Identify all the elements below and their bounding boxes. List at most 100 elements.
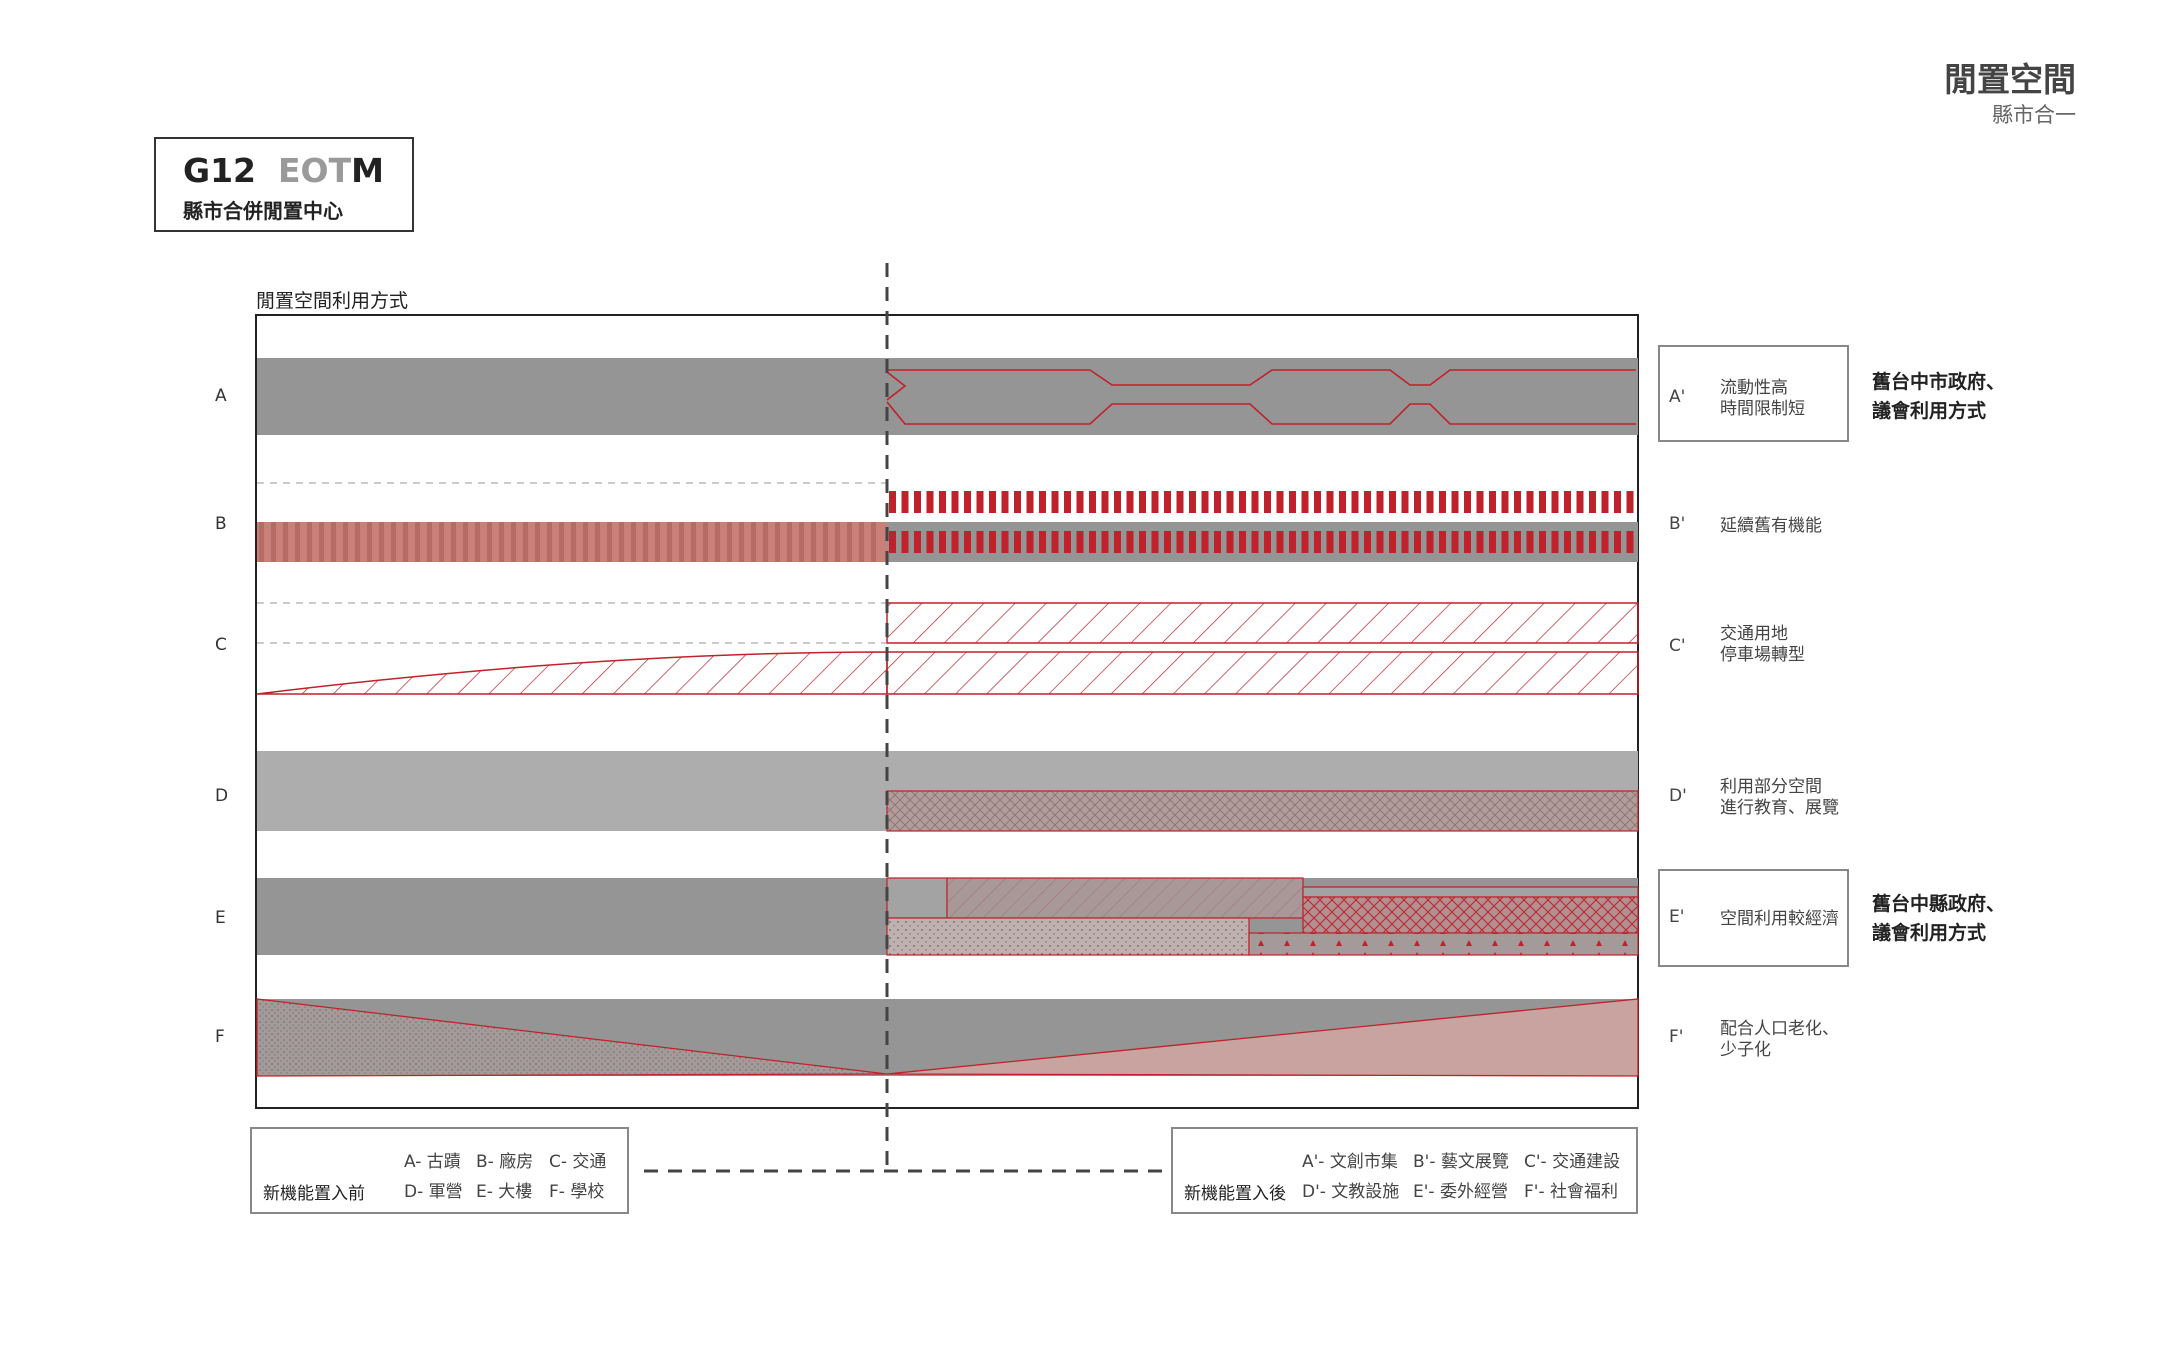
stripe	[1276, 491, 1284, 513]
stripe	[451, 522, 456, 562]
row-label-b: B	[215, 514, 227, 534]
stripe	[1201, 491, 1209, 513]
stripe	[1139, 531, 1146, 553]
stripe	[1426, 491, 1434, 513]
stripe	[976, 491, 984, 513]
row-f-right-wedge	[886, 998, 1639, 1077]
stripe	[787, 522, 792, 562]
stripe	[1014, 491, 1021, 513]
stripe	[1076, 491, 1084, 513]
right-desc-b-1: 延續舊有機能	[1720, 516, 1822, 536]
stripe	[703, 522, 708, 562]
stripe	[1614, 491, 1621, 513]
legend-after-item-c: C'- 交通建設	[1524, 1152, 1621, 1172]
stripe	[1501, 531, 1509, 553]
stripe	[1239, 491, 1246, 513]
stripe	[1014, 531, 1021, 553]
right-desc-e: 空間利用較經濟	[1720, 909, 1839, 930]
row-a-bar	[257, 358, 1638, 435]
stripe	[1526, 491, 1534, 513]
stripe	[1464, 531, 1471, 553]
stripe	[1051, 531, 1059, 553]
stripe	[1276, 531, 1284, 553]
stripe	[989, 491, 996, 513]
chart-title: 閒置空間利用方式	[256, 290, 409, 312]
stripe	[1189, 491, 1196, 513]
stripe	[1151, 491, 1159, 513]
stripe	[1264, 531, 1271, 553]
stripe	[763, 522, 768, 562]
legend-after-item-d: D'- 文教設施	[1302, 1182, 1400, 1202]
stripe	[1226, 531, 1234, 553]
stripe	[499, 522, 504, 562]
stripe	[1351, 531, 1359, 553]
stripe	[1626, 491, 1634, 513]
header-code-m: M	[351, 151, 384, 190]
stripe	[631, 522, 636, 562]
stripe	[667, 522, 672, 562]
stripe	[1464, 491, 1471, 513]
right-label-e: E'	[1669, 907, 1685, 927]
stripe	[1176, 491, 1184, 513]
stripe	[926, 531, 934, 553]
stripe	[1001, 531, 1009, 553]
stripe	[283, 522, 288, 562]
gov-note-city: 舊台中市政府、 議會利用方式	[1872, 368, 2005, 426]
stripe	[307, 522, 312, 562]
legend-after-item-a: A'- 文創市集	[1302, 1152, 1398, 1172]
stripe	[811, 522, 816, 562]
legend-before-item-a: A- 古蹟	[404, 1152, 461, 1172]
stripe	[391, 522, 396, 562]
stripe	[976, 531, 984, 553]
stripe	[964, 491, 971, 513]
page-subtitle: 縣市合一	[1992, 103, 2076, 127]
row-e-small-box	[886, 877, 948, 919]
stripe	[463, 522, 468, 562]
right-label-a: A'	[1669, 387, 1686, 407]
row-a-lower-line	[886, 401, 1636, 425]
stripe	[1514, 531, 1521, 553]
row-d-left-bar	[257, 751, 887, 831]
stripe	[1139, 491, 1146, 513]
right-desc-f-2: 少子化	[1720, 1040, 1771, 1060]
stripe	[715, 522, 720, 562]
stripe	[1114, 491, 1121, 513]
stripe	[1376, 531, 1384, 553]
right-desc-f-1: 配合人口老化、	[1720, 1019, 1839, 1039]
stripe	[1576, 531, 1584, 553]
stripe	[1414, 531, 1421, 553]
gov-note-county: 舊台中縣政府、 議會利用方式	[1872, 890, 2005, 948]
stripe	[1114, 531, 1121, 553]
row-e-triangles	[1248, 932, 1639, 956]
gov-note-county-2: 議會利用方式	[1872, 922, 1987, 944]
stripe	[1126, 491, 1134, 513]
stripe	[1476, 491, 1484, 513]
right-desc-d: 利用部分空間 進行教育、展覽	[1720, 777, 1839, 819]
right-desc-b: 延續舊有機能	[1720, 516, 1822, 537]
legend-before: 新機能置入前 A- 古蹟 B- 廠房 C- 交通 D- 軍營 E- 大樓 F- 學校	[250, 1127, 629, 1214]
stripe	[295, 522, 300, 562]
stripe	[319, 522, 324, 562]
legend-after-label: 新機能置入後	[1184, 1184, 1286, 1204]
stripe	[1376, 491, 1384, 513]
stripe	[619, 522, 624, 562]
stripe	[1001, 491, 1009, 513]
stripe	[1439, 491, 1446, 513]
stripe	[1501, 491, 1509, 513]
legend-after-item-f: F'- 社會福利	[1524, 1182, 1618, 1202]
row-a-left-cap	[886, 371, 907, 401]
row-c-wedge	[256, 651, 888, 695]
stripe	[1489, 491, 1496, 513]
gov-note-city-1: 舊台中市政府、	[1872, 371, 2006, 393]
row-b-left-stripes	[259, 522, 876, 562]
legend-before-label: 新機能置入前	[263, 1184, 365, 1204]
stripe	[1176, 531, 1184, 553]
stripe	[1264, 491, 1271, 513]
stripe	[1251, 491, 1259, 513]
stripe	[775, 522, 780, 562]
stripe	[343, 522, 348, 562]
stripe	[901, 531, 909, 553]
row-e-left-bar	[257, 878, 887, 955]
stripe	[1301, 531, 1309, 553]
stripe	[427, 522, 432, 562]
